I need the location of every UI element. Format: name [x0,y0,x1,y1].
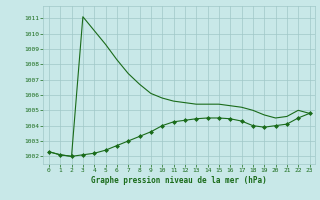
X-axis label: Graphe pression niveau de la mer (hPa): Graphe pression niveau de la mer (hPa) [91,176,267,185]
